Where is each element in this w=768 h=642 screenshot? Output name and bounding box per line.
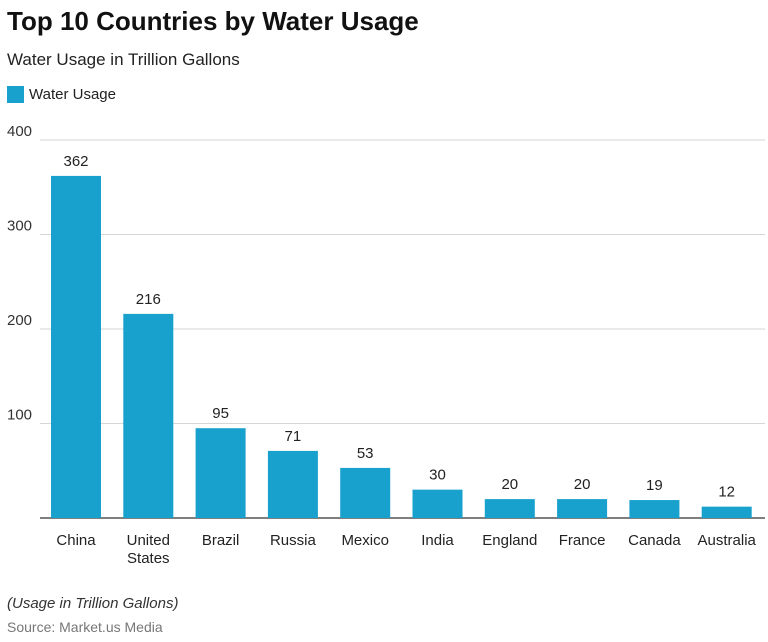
data-label: 362 <box>63 153 88 170</box>
bar <box>484 499 535 518</box>
y-tick-label: 400 <box>7 123 32 140</box>
bar <box>557 499 608 518</box>
x-tick-label: Brazil <box>202 532 240 549</box>
bar <box>629 500 680 518</box>
data-label: 95 <box>212 405 229 422</box>
x-tick-label: United States <box>127 532 170 567</box>
x-tick-label: Canada <box>628 532 681 549</box>
bar <box>195 428 246 518</box>
bar <box>701 506 752 518</box>
data-label: 19 <box>646 477 663 494</box>
x-tick-label: Australia <box>698 532 757 549</box>
y-tick-label: 300 <box>7 218 32 235</box>
x-tick-label: France <box>559 532 606 549</box>
legend-label: Water Usage <box>29 86 116 103</box>
source-text: Source: Market.us Media <box>7 619 163 635</box>
bar <box>340 467 391 518</box>
data-label: 216 <box>136 291 161 308</box>
data-label: 12 <box>718 484 735 501</box>
bar <box>51 175 101 518</box>
bar <box>267 450 318 518</box>
x-tick-label: England <box>482 532 537 549</box>
bar <box>123 313 174 518</box>
x-tick-label: Mexico <box>341 532 389 549</box>
data-label: 20 <box>574 476 591 493</box>
footnote: (Usage in Trillion Gallons) <box>7 595 179 612</box>
x-tick-label: China <box>56 532 96 549</box>
y-tick-label: 100 <box>7 407 32 424</box>
data-label: 20 <box>501 476 518 493</box>
legend-swatch <box>7 86 24 103</box>
legend: Water Usage <box>7 86 116 103</box>
y-tick-label: 200 <box>7 312 32 329</box>
x-tick-label: India <box>421 532 454 549</box>
data-label: 30 <box>429 467 446 484</box>
bar <box>412 489 463 518</box>
data-label: 71 <box>285 428 302 445</box>
x-tick-label: Russia <box>270 532 317 549</box>
chart-title: Top 10 Countries by Water Usage <box>7 6 419 36</box>
data-label: 53 <box>357 445 374 462</box>
chart-subtitle: Water Usage in Trillion Gallons <box>7 50 240 69</box>
